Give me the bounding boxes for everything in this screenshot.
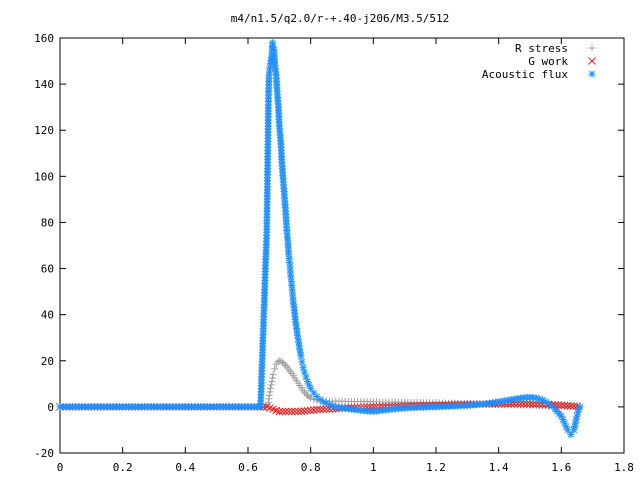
point-star <box>298 358 306 366</box>
point-star <box>567 431 575 439</box>
point-star <box>307 384 315 392</box>
y-tick-label: -20 <box>34 447 54 460</box>
point-star <box>299 364 307 372</box>
point-cross <box>322 405 331 414</box>
point-cross <box>523 400 531 408</box>
legend-marker-cross <box>588 57 596 65</box>
y-tick-label: 140 <box>34 78 54 91</box>
point-cross <box>563 401 572 410</box>
point-plus <box>269 371 277 379</box>
point-plus <box>282 361 290 369</box>
point-cross <box>554 401 563 409</box>
point-plus <box>271 365 279 373</box>
legend-label: G work <box>528 55 568 68</box>
x-tick-label: 0.4 <box>175 461 195 474</box>
point-cross <box>529 400 537 409</box>
point-cross <box>570 402 578 410</box>
x-tick-label: 1.4 <box>489 461 509 474</box>
x-tick-label: 1.8 <box>614 461 634 474</box>
point-cross <box>294 407 302 416</box>
point-plus <box>302 390 310 398</box>
y-tick-label: 60 <box>41 263 54 276</box>
point-cross <box>516 400 525 408</box>
point-cross <box>297 407 306 416</box>
x-tick-label: 1.2 <box>426 461 446 474</box>
point-cross <box>316 405 324 414</box>
y-tick-label: 160 <box>34 32 54 45</box>
y-tick-label: 80 <box>41 216 54 229</box>
y-tick-label: 20 <box>41 355 54 368</box>
y-tick-label: 0 <box>47 401 54 414</box>
point-cross <box>535 400 544 409</box>
x-axis: 0 0.2 0.4 0.6 0.8 1 1.2 1.4 1.6 1.8 <box>57 38 634 474</box>
point-star <box>564 426 572 434</box>
point-plus <box>280 360 288 368</box>
y-axis: 160 140 120 100 80 60 40 20 0 -20 <box>34 32 624 460</box>
legend-marker-plus <box>588 44 596 52</box>
data-points <box>56 39 584 439</box>
point-cross <box>278 407 287 416</box>
plot-frame <box>59 37 625 454</box>
point-star <box>297 352 305 360</box>
y-tick-label: 100 <box>34 170 54 183</box>
point-cross <box>275 407 284 416</box>
point-plus <box>278 358 286 366</box>
point-plus <box>266 388 274 396</box>
point-plus <box>310 396 318 404</box>
x-tick-label: 0.6 <box>238 461 258 474</box>
point-cross <box>566 402 575 410</box>
point-cross <box>519 400 528 408</box>
point-cross <box>284 407 293 416</box>
point-cross <box>560 401 569 410</box>
point-cross <box>300 407 309 415</box>
legend-label: R stress <box>515 42 568 55</box>
point-cross <box>281 407 290 416</box>
point-cross <box>532 400 541 409</box>
point-cross <box>313 405 321 414</box>
point-plus <box>305 393 313 401</box>
point-plus <box>268 378 276 386</box>
point-plus <box>267 384 275 392</box>
point-cross <box>291 407 299 416</box>
point-plus <box>307 394 315 402</box>
point-cross <box>309 406 318 414</box>
point-cross <box>557 401 566 410</box>
point-cross <box>306 406 315 415</box>
point-cross <box>303 406 312 415</box>
point-plus <box>267 381 275 389</box>
x-tick-label: 0.8 <box>301 461 321 474</box>
point-cross <box>526 400 534 408</box>
y-tick-label: 40 <box>41 309 54 322</box>
legend-marker-star <box>588 70 596 78</box>
point-plus <box>268 374 276 382</box>
y-tick-label: 120 <box>34 124 54 137</box>
x-tick-label: 0 <box>57 461 64 474</box>
point-plus <box>265 391 273 399</box>
x-tick-label: 1.6 <box>551 461 571 474</box>
point-star <box>576 403 584 411</box>
x-tick-label: 1 <box>370 461 377 474</box>
point-cross <box>288 407 296 416</box>
point-cross <box>319 405 328 414</box>
chart-title: m4/n1.5/q2.0/r-+.40-j206/M3.5/512 <box>231 12 450 25</box>
legend-label: Acoustic flux <box>482 68 568 81</box>
x-tick-label: 0.2 <box>113 461 133 474</box>
